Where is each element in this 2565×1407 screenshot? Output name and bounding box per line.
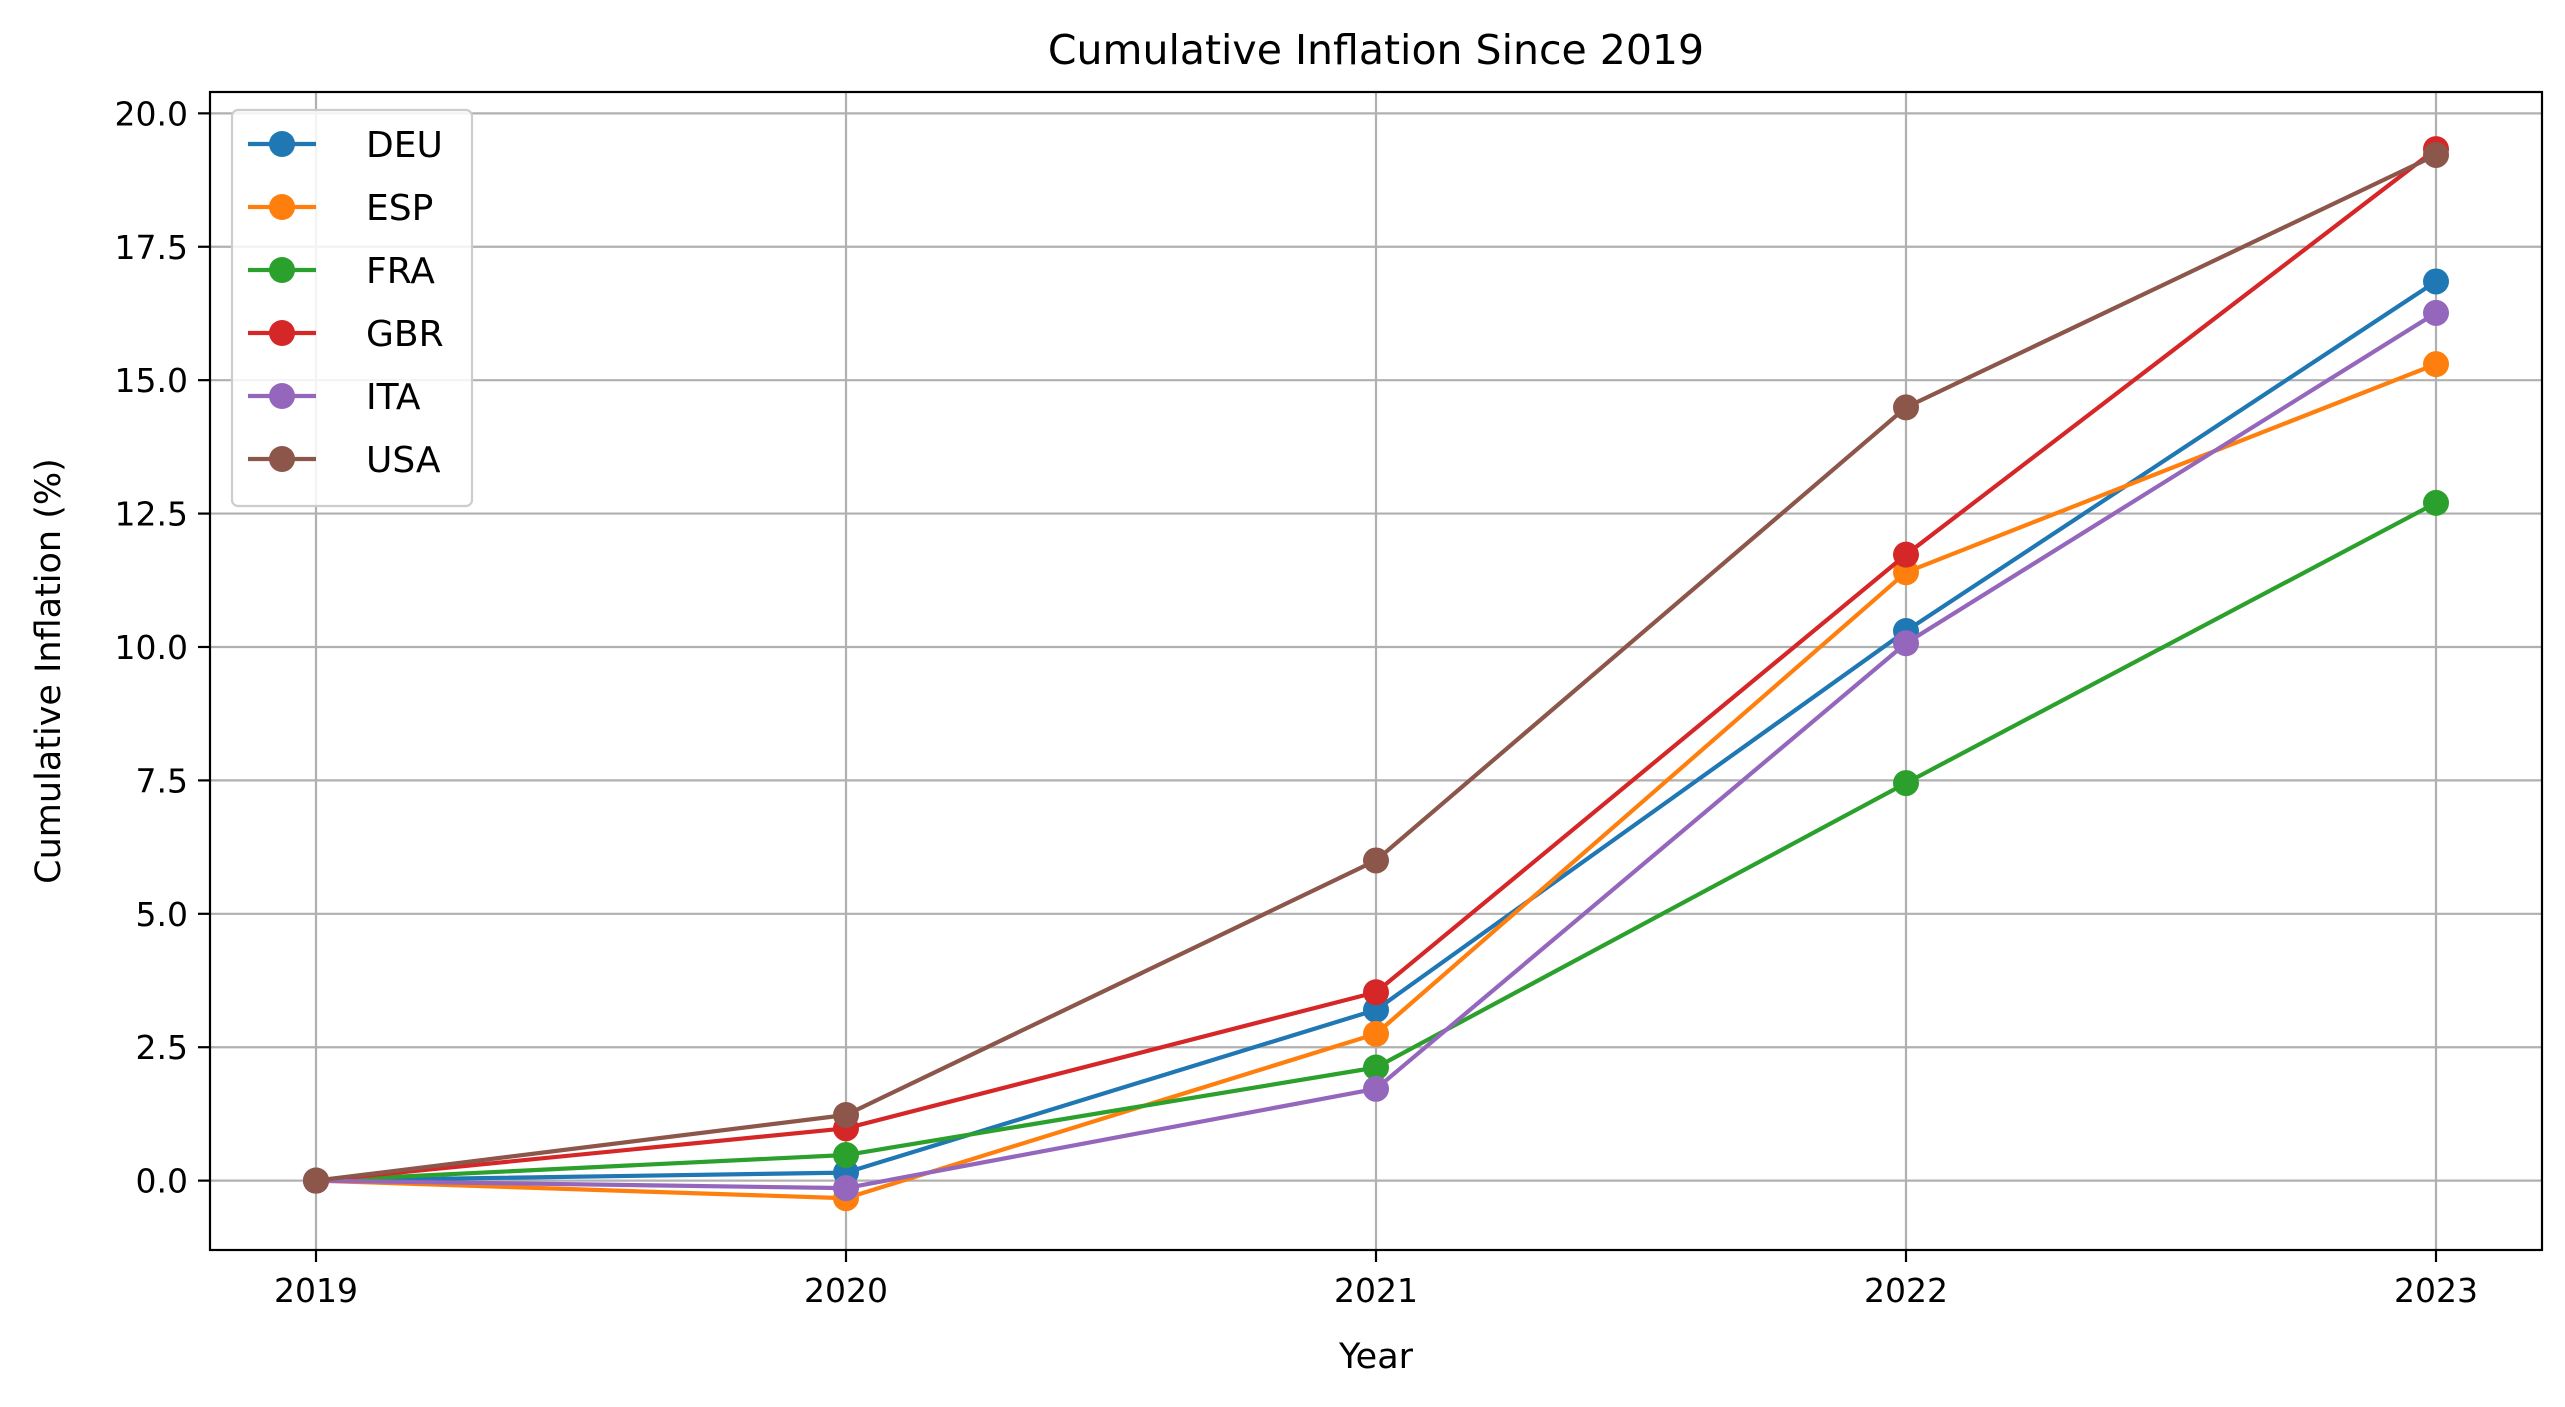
- y-tick-label: 15.0: [115, 361, 188, 400]
- legend-item-deu: DEU: [248, 125, 443, 166]
- data-point-usa: [303, 1167, 329, 1194]
- y-tick-label: 12.5: [115, 495, 188, 534]
- legend-label: USA: [366, 440, 441, 481]
- y-tick-label: 0.0: [136, 1162, 188, 1201]
- legend-label: ESP: [366, 188, 433, 229]
- data-point-usa: [1893, 394, 1919, 421]
- legend-item-esp: ESP: [248, 188, 433, 229]
- series-usa: [303, 141, 2449, 1194]
- legend: DEU ESP FRA GBR ITA USA: [230, 108, 474, 508]
- data-point-ita: [2423, 299, 2449, 326]
- legend-item-usa: USA: [248, 440, 441, 481]
- x-tick-label: 2021: [1334, 1271, 1418, 1310]
- series-layer: [303, 136, 2449, 1212]
- x-axis: 2019 2020 2021 2022 2023: [274, 1250, 2478, 1310]
- data-point-fra: [2423, 489, 2449, 516]
- grid: [210, 92, 2542, 1250]
- data-point-fra: [1893, 770, 1919, 797]
- y-tick-label: 10.0: [115, 628, 188, 667]
- y-axis-label: Cumulative Inflation (%): [29, 458, 69, 884]
- data-point-fra: [833, 1142, 859, 1169]
- data-point-deu: [2423, 268, 2449, 295]
- legend-marker: [269, 131, 295, 157]
- legend-label: ITA: [366, 377, 421, 418]
- legend-marker: [269, 446, 295, 472]
- data-point-usa: [1363, 847, 1389, 874]
- legend-marker: [269, 383, 295, 409]
- x-tick-label: 2022: [1864, 1271, 1948, 1310]
- y-tick-label: 5.0: [136, 895, 188, 934]
- legend-marker: [269, 194, 295, 220]
- legend-item-fra: FRA: [248, 251, 435, 292]
- data-point-fra: [1363, 1054, 1389, 1081]
- legend-label: GBR: [366, 314, 444, 355]
- x-tick-label: 2020: [804, 1271, 888, 1310]
- legend-item-gbr: GBR: [248, 314, 444, 355]
- data-point-usa: [833, 1101, 859, 1128]
- x-axis-label: Year: [1338, 1337, 1414, 1377]
- data-point-usa: [2423, 141, 2449, 168]
- y-tick-label: 17.5: [115, 228, 188, 267]
- y-tick-label: 20.0: [115, 94, 188, 133]
- chart-title: Cumulative Inflation Since 2019: [1048, 26, 1704, 74]
- y-axis: 0.0 2.5 5.0 7.5 10.0 12.5 15.0 17.5 20.0: [115, 94, 210, 1201]
- data-point-ita: [833, 1175, 859, 1202]
- legend-label: DEU: [366, 125, 443, 166]
- y-tick-label: 7.5: [136, 761, 188, 800]
- data-point-gbr: [1893, 541, 1919, 568]
- data-point-ita: [1363, 1075, 1389, 1102]
- data-point-esp: [1363, 1020, 1389, 1047]
- y-tick-label: 2.5: [136, 1028, 188, 1067]
- legend-item-ita: ITA: [248, 377, 421, 418]
- x-tick-label: 2023: [2394, 1271, 2478, 1310]
- legend-marker: [269, 320, 295, 346]
- data-point-esp: [2423, 351, 2449, 378]
- data-point-gbr: [1363, 979, 1389, 1006]
- legend-label: FRA: [366, 251, 435, 292]
- data-point-ita: [1893, 630, 1919, 657]
- legend-marker: [269, 257, 295, 283]
- x-tick-label: 2019: [274, 1271, 358, 1310]
